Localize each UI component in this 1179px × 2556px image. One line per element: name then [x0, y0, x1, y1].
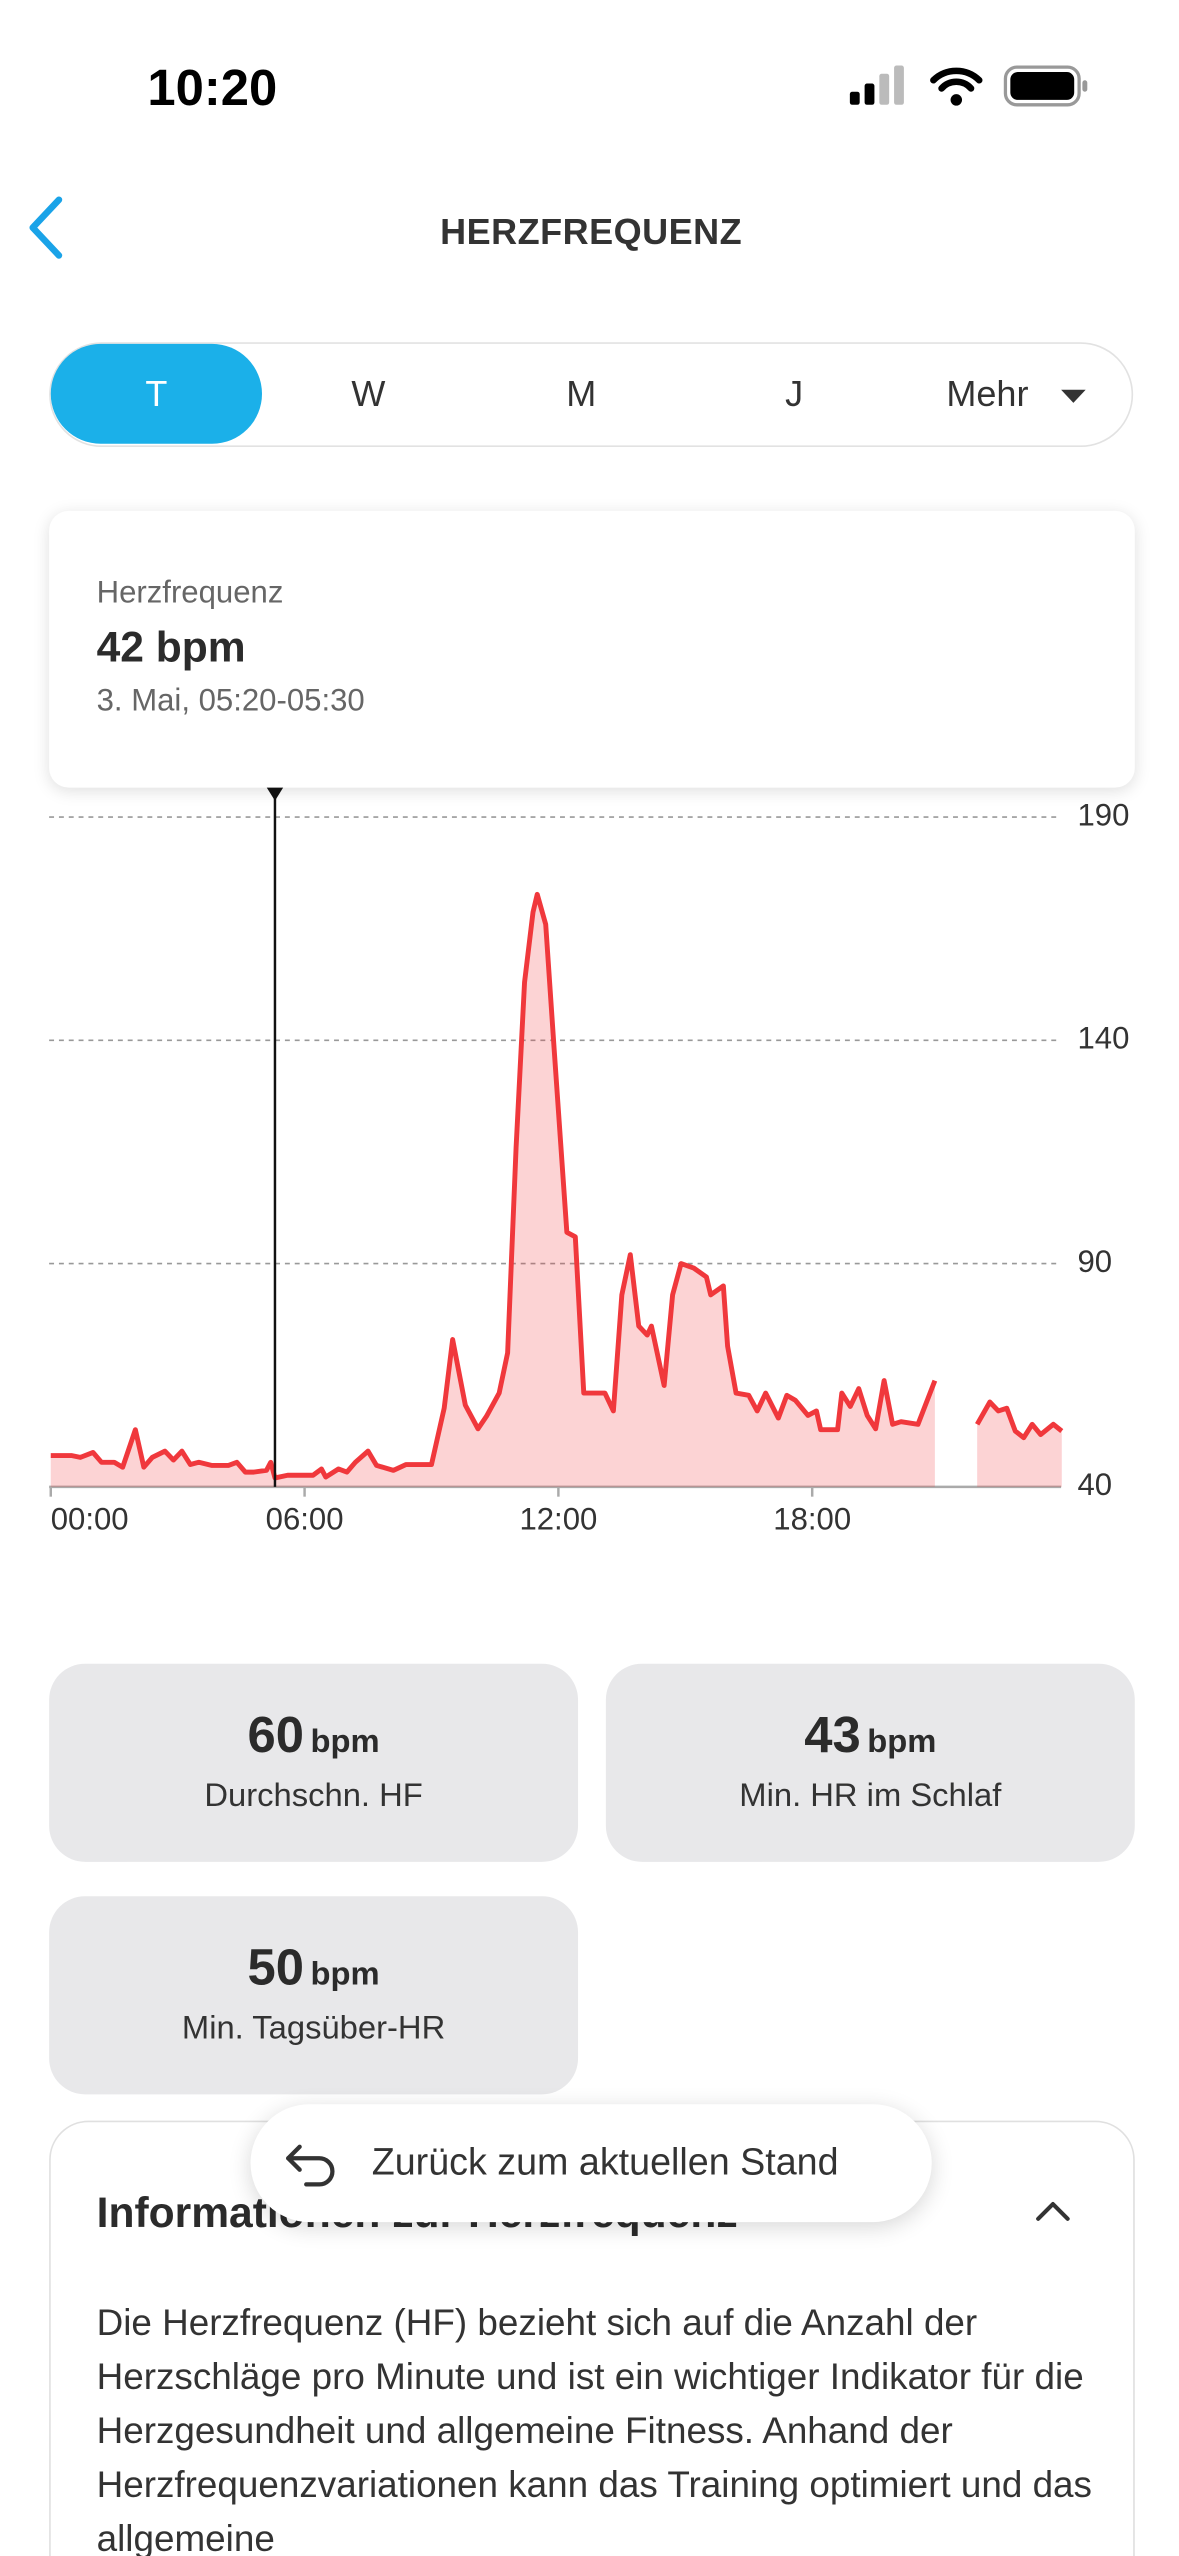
stat-unit: bpm — [310, 1724, 380, 1761]
dropdown-caret — [1061, 389, 1086, 403]
status-time: 10:20 — [147, 58, 278, 117]
tooltip-label: Herzfrequenz — [96, 576, 284, 611]
tab[interactable]: T — [50, 343, 263, 444]
status-icons — [849, 65, 1088, 107]
tooltip-value: 42 bpm — [96, 622, 246, 672]
stat-card: 60 bpm Durchschn. HF — [49, 1663, 579, 1862]
line — [50, 891, 1064, 1481]
stat-label: Min. HR im Schlaf — [739, 1778, 1002, 1815]
x-tick-label: 18:00 — [773, 1501, 851, 1536]
back-button[interactable] — [23, 193, 72, 262]
stat-unit: bpm — [867, 1724, 937, 1761]
stat-value: 43 — [804, 1706, 861, 1764]
chart: 40 90 140 190 00:00 06:00 12:00 18:00 — [49, 787, 1129, 1536]
cursor-handle — [266, 787, 284, 801]
x-tick-label: 12:00 — [519, 1501, 597, 1536]
stat-card: 43 bpm Min. HR im Schlaf — [605, 1663, 1135, 1862]
stat-card: 50 bpm Min. Tagsüber-HR — [49, 1896, 579, 2095]
area — [50, 894, 1062, 1487]
undo-icon — [286, 2144, 335, 2187]
y-tick-label: 190 — [1077, 797, 1129, 832]
tab[interactable]: W — [351, 373, 386, 415]
y-tick-label: 90 — [1077, 1244, 1112, 1279]
tooltip-card: Herzfrequenz 42 bpm 3. Mai, 05:20-05:30 — [49, 510, 1135, 788]
period-tabs: T W M J Mehr — [49, 342, 1134, 448]
stat-value: 60 — [247, 1706, 304, 1764]
x-tick-label: 00:00 — [51, 1501, 129, 1536]
tab[interactable]: J — [785, 373, 804, 415]
stat-label: Durchschn. HF — [204, 1778, 423, 1815]
collapse-button[interactable] — [1033, 2198, 1072, 2224]
info-text: Die Herzfrequenz (HF) bezieht sich auf d… — [96, 2302, 1092, 2556]
tooltip-date: 3. Mai, 05:20-05:30 — [96, 684, 365, 719]
y-tick-label: 40 — [1077, 1467, 1112, 1502]
tab[interactable]: Mehr — [946, 373, 1029, 415]
stat-label: Min. Tagsüber-HR — [181, 2010, 446, 2047]
stat-value: 50 — [247, 1938, 304, 1997]
y-tick-label: 140 — [1077, 1021, 1129, 1056]
tab[interactable]: M — [566, 373, 597, 415]
stat-unit: bpm — [310, 1956, 380, 1993]
back-to-now-button[interactable]: Zurück zum aktuellen Stand — [250, 2104, 932, 2223]
x-tick-label: 06:00 — [266, 1501, 344, 1536]
header-title: HERZFREQUENZ — [440, 211, 743, 253]
toast-text: Zurück zum aktuellen Stand — [371, 2140, 839, 2183]
